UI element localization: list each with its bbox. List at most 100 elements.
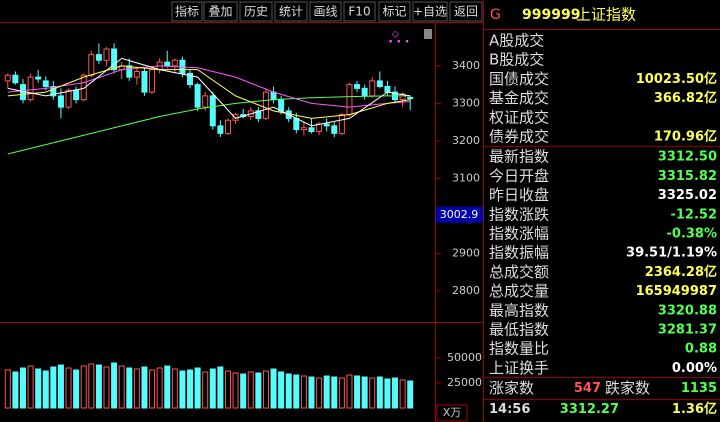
candle-body [224, 119, 231, 134]
diamond-icon: ◇ [392, 30, 399, 40]
toolbar-button-label[interactable]: 标记 [382, 5, 406, 19]
candle-body [133, 71, 140, 78]
quote-value: 0.00% [672, 361, 717, 376]
candle-body [331, 125, 338, 134]
volume-bar [187, 369, 194, 409]
toolbar-button-label[interactable]: 画线 [313, 5, 337, 19]
volume-bar [27, 365, 34, 409]
moving-average-line [7, 95, 411, 155]
scroll-button[interactable] [424, 29, 432, 39]
quote-label: 指数涨幅 [489, 225, 549, 243]
volume-bar [95, 364, 102, 409]
dots-icon: • • • [388, 38, 410, 48]
stock-name: 上证指数 [576, 6, 636, 24]
candle-body [217, 125, 224, 134]
unit-box [436, 404, 468, 422]
volume-bar [407, 380, 414, 409]
market-letter: G [490, 7, 501, 23]
toolbar-button[interactable] [274, 1, 308, 22]
candle-body [384, 86, 391, 93]
quote-label: A股成交 [489, 32, 544, 50]
toolbar-button[interactable] [449, 1, 483, 22]
volume-bar [194, 367, 201, 409]
quote-label: 债券成交 [489, 128, 549, 146]
toolbar-button[interactable] [171, 1, 203, 22]
volume-bar [384, 378, 391, 409]
marker-icon: ◇ • • • [388, 29, 432, 48]
candle-body [346, 84, 353, 116]
quote-label: 国债成交 [489, 70, 549, 88]
toolbar-button-label[interactable]: 返回 [454, 5, 478, 19]
volume-bar [392, 377, 399, 409]
candle-body [209, 95, 216, 127]
volume-tick-label: 25000 [447, 376, 482, 389]
candle-body [27, 76, 34, 101]
toolbar-button-label[interactable]: 历史 [244, 5, 268, 19]
candle-body [300, 127, 307, 131]
quote-value: 3312.50 [658, 150, 717, 165]
quote-value: 2364.28亿 [645, 264, 717, 280]
candle-body [126, 65, 133, 78]
quote-label: 基金成交 [489, 89, 549, 107]
quote-value: 3315.82 [658, 169, 717, 184]
candle-body [80, 74, 87, 101]
quote-value: 170.96亿 [654, 129, 717, 145]
candle-body [399, 93, 406, 101]
quote-value: -12.52 [670, 207, 717, 222]
toolbar-button[interactable] [412, 1, 448, 22]
volume-bar [12, 371, 19, 409]
volume-bar [399, 379, 406, 409]
candle-body [270, 91, 277, 101]
breadth-value: 1135 [681, 381, 717, 396]
candle-body [88, 54, 95, 76]
toolbar-button[interactable] [309, 1, 342, 22]
quote-label: 最高指数 [489, 301, 549, 319]
volume-bar [4, 369, 11, 409]
volume-bar [224, 370, 231, 409]
y-tick-label: 3100 [452, 171, 480, 184]
y-tick-label: 2900 [452, 246, 480, 259]
candle-body [57, 95, 64, 108]
quote-value: 366.82亿 [654, 90, 717, 106]
volume-bar [285, 373, 292, 409]
breadth-label: 跌家数 [605, 379, 650, 397]
breadth-label: 涨家数 [489, 379, 534, 397]
breadth-value: 547 [574, 381, 601, 396]
quote-value: 0.88 [685, 342, 717, 357]
volume-bar [179, 370, 186, 409]
moving-average-line [7, 65, 411, 119]
cursor-price-label: 3002.9 [440, 208, 479, 221]
toolbar-button[interactable] [378, 1, 411, 22]
candle-body [42, 80, 49, 87]
toolbar-button-label[interactable]: 叠加 [208, 5, 232, 19]
volume-bar [346, 374, 353, 409]
toolbar-button-label[interactable]: F10 [348, 5, 370, 19]
volume-bar [88, 363, 95, 409]
quote-label: 指数涨跌 [489, 205, 549, 223]
volume-bar [202, 371, 209, 409]
volume-bar [369, 377, 376, 409]
candle-body [202, 95, 209, 108]
candle-body [65, 89, 72, 108]
volume-bar [376, 376, 383, 409]
toolbar-button[interactable] [203, 1, 238, 22]
volume-bar [35, 368, 42, 409]
toolbar-button-label[interactable]: 统计 [279, 5, 303, 19]
toolbar-button-label[interactable]: +自选 [413, 5, 447, 19]
candle-body [95, 54, 102, 61]
quote-value: -0.38% [667, 227, 718, 242]
volume-bar [171, 368, 178, 409]
quote-label: 最新指数 [489, 148, 549, 166]
toolbar-button-label[interactable]: 指标 [175, 4, 199, 19]
toolbar-button[interactable] [343, 1, 376, 22]
candle-body [164, 61, 171, 67]
tick-price: 3312.27 [560, 402, 619, 417]
volume-bar [255, 372, 262, 409]
candle-body [354, 84, 361, 89]
volume-bar [338, 377, 345, 409]
candle-body [369, 80, 376, 97]
toolbar-button[interactable] [239, 1, 273, 22]
candle-body [376, 80, 383, 87]
quote-value: 3325.02 [658, 188, 717, 203]
